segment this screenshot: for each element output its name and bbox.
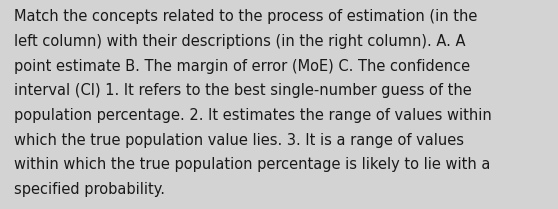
Text: Match the concepts related to the process of estimation (in the: Match the concepts related to the proces… bbox=[14, 9, 477, 24]
Text: population percentage. 2. It estimates the range of values within: population percentage. 2. It estimates t… bbox=[14, 108, 492, 123]
Text: within which the true population percentage is likely to lie with a: within which the true population percent… bbox=[14, 157, 490, 172]
Text: point estimate B. The margin of error (MoE) C. The confidence: point estimate B. The margin of error (M… bbox=[14, 59, 470, 74]
Text: left column) with their descriptions (in the right column). A. A: left column) with their descriptions (in… bbox=[14, 34, 465, 49]
Text: specified probability.: specified probability. bbox=[14, 182, 165, 197]
Text: interval (CI) 1. It refers to the best single-number guess of the: interval (CI) 1. It refers to the best s… bbox=[14, 83, 472, 98]
Text: which the true population value lies. 3. It is a range of values: which the true population value lies. 3.… bbox=[14, 133, 464, 148]
